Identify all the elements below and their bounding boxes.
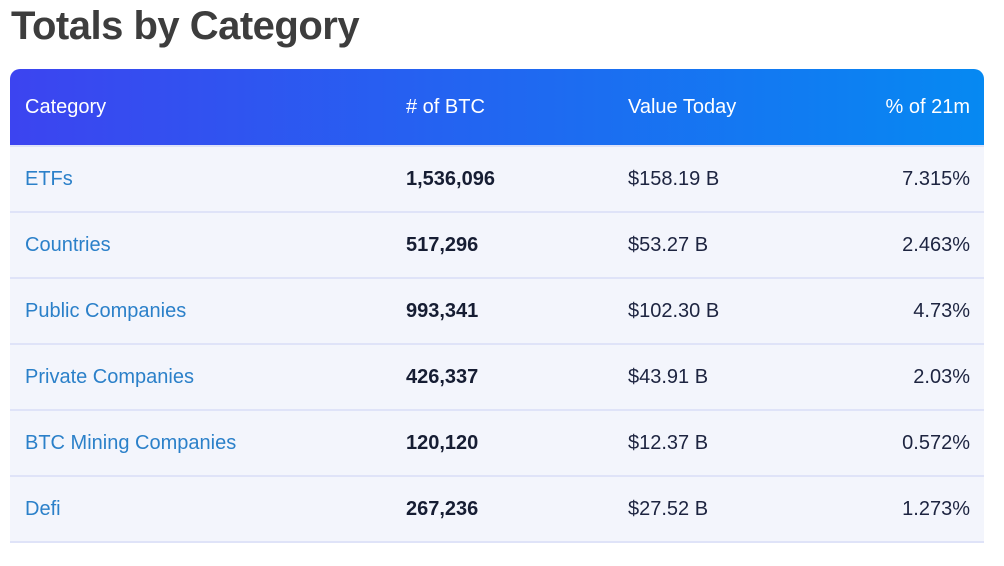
value-today: $12.37 B <box>628 431 709 454</box>
value-today: $43.91 B <box>628 365 709 388</box>
percent-of-21m: 2.463% <box>902 233 970 256</box>
percent-of-21m: 0.572% <box>902 431 970 454</box>
percent-of-21m: 4.73% <box>913 299 970 322</box>
value-today: $102.30 B <box>628 299 720 322</box>
table-row-public-companies: Public Companies 993,341 $102.30 B 4.73% <box>10 279 984 345</box>
category-link-private-companies[interactable]: Private Companies <box>25 365 194 388</box>
totals-by-category-table: Category # of BTC Value Today % of 21m E… <box>10 69 984 543</box>
value-today: $53.27 B <box>628 233 709 256</box>
percent-of-21m: 2.03% <box>913 365 970 388</box>
table-row-btc-mining-companies: BTC Mining Companies 120,120 $12.37 B 0.… <box>10 411 984 477</box>
category-link-public-companies[interactable]: Public Companies <box>25 299 187 322</box>
table-row-etfs: ETFs 1,536,096 $158.19 B 7.315% <box>10 147 984 213</box>
value-today: $158.19 B <box>628 167 720 190</box>
category-link-defi[interactable]: Defi <box>25 497 61 520</box>
btc-amount: 993,341 <box>406 299 479 322</box>
category-link-countries[interactable]: Countries <box>25 233 111 256</box>
column-header-pct-of-21m: % of 21m <box>885 95 970 118</box>
table-row-countries: Countries 517,296 $53.27 B 2.463% <box>10 213 984 279</box>
btc-amount: 120,120 <box>406 431 479 454</box>
table-row-defi: Defi 267,236 $27.52 B 1.273% <box>10 477 984 543</box>
table-row-private-companies: Private Companies 426,337 $43.91 B 2.03% <box>10 345 984 411</box>
btc-amount: 426,337 <box>406 365 479 388</box>
btc-amount: 1,536,096 <box>406 167 495 190</box>
table-header-row: Category # of BTC Value Today % of 21m <box>10 69 984 147</box>
btc-amount: 267,236 <box>406 497 479 520</box>
percent-of-21m: 1.273% <box>902 497 970 520</box>
percent-of-21m: 7.315% <box>902 167 970 190</box>
column-header-category: Category <box>25 95 107 118</box>
page-title: Totals by Category <box>11 4 360 48</box>
column-header-btc: # of BTC <box>406 95 485 118</box>
value-today: $27.52 B <box>628 497 709 520</box>
category-link-btc-mining-companies[interactable]: BTC Mining Companies <box>25 431 237 454</box>
column-header-value-today: Value Today <box>628 95 737 118</box>
btc-amount: 517,296 <box>406 233 479 256</box>
category-link-etfs[interactable]: ETFs <box>25 167 73 190</box>
